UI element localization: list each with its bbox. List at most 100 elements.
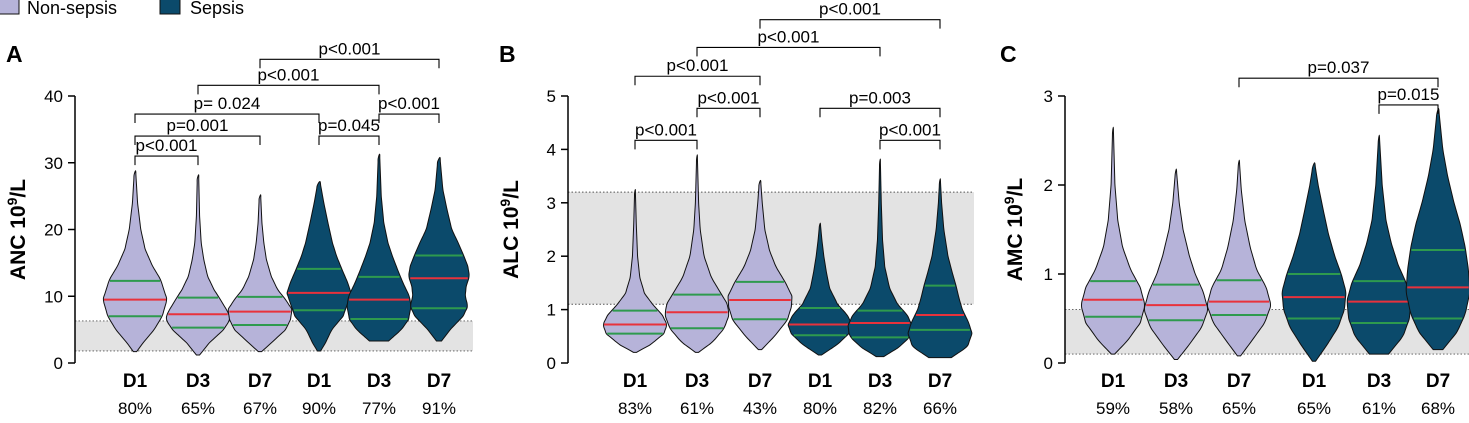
percentage-label: 91% [422, 399, 456, 418]
p-value-label: p<0.001 [378, 94, 440, 113]
violin-sepsis-d1 [787, 222, 853, 356]
p-value-label: p<0.001 [879, 120, 941, 139]
percentage-label: 80% [118, 399, 152, 418]
panel-b: 0 1 2 3 4 5 ALC 109/L B D1 83% D3 61% D7 43% D1 80% D3 82… [497, 0, 974, 418]
panel-c: 0 1 2 3 AMC 109/L C D1 59% D3 58% D7 65% D1 65% D3 61% D… [1000, 41, 1469, 418]
p-value-label: p<0.001 [819, 0, 881, 19]
percentage-label: 90% [302, 399, 336, 418]
p-value-label: p=0.037 [1308, 58, 1370, 77]
violin-non-sepsis-d7 [1207, 159, 1271, 357]
p-value-label: p<0.001 [667, 56, 729, 75]
y-axis-label: AMC 109/L [1001, 178, 1027, 282]
significance-bracket [134, 155, 199, 166]
x-category-label: D1 [307, 371, 332, 392]
significance-bracket [318, 135, 380, 146]
y-tick-label: 1 [1044, 265, 1053, 284]
percentage-label: 43% [743, 399, 777, 418]
y-axis-label-unit: /L [7, 179, 30, 198]
significance-bracket [696, 107, 761, 118]
y-tick-label: 3 [1044, 87, 1053, 106]
y-tick-label: 10 [44, 287, 63, 306]
p-value-label: p=0.045 [318, 116, 380, 135]
significance-bracket [879, 139, 941, 150]
percentage-label: 65% [181, 399, 215, 418]
p-value-label: p<0.001 [258, 65, 320, 84]
violin-non-sepsis-d3 [165, 174, 231, 356]
legend: Non-sepsis Sepsis [0, 0, 244, 18]
p-value-label: p=0.003 [849, 88, 911, 107]
percentage-label: 61% [680, 399, 714, 418]
violin-sepsis-d7 [1405, 107, 1469, 351]
percentage-label: 66% [923, 399, 957, 418]
percentage-label: 58% [1159, 399, 1193, 418]
x-category-label: D3 [868, 371, 892, 392]
significance-bracket [819, 107, 941, 118]
percentage-label: 65% [1297, 399, 1331, 418]
y-axis-label-main: ANC 10 [7, 205, 30, 280]
x-category-label: D1 [1302, 371, 1327, 392]
violin-non-sepsis-d3 [1143, 168, 1209, 360]
percentage-label: 80% [803, 399, 837, 418]
percentage-label: 67% [243, 399, 277, 418]
violin-sepsis-d7 [408, 156, 470, 342]
y-axis-label-unit: /L [500, 180, 523, 199]
p-value-label: p<0.001 [319, 39, 381, 58]
violin-non-sepsis-d1 [1081, 126, 1145, 355]
x-category-label: D7 [1426, 371, 1450, 392]
y-axis-label-sup: 9 [1001, 196, 1017, 204]
percentage-label: 61% [1362, 399, 1396, 418]
significance-bracket [197, 84, 380, 95]
y-axis-label-main: AMC 10 [1004, 204, 1027, 281]
y-tick-label: 20 [44, 221, 63, 240]
x-category-label: D3 [685, 371, 709, 392]
violin-non-sepsis-d7 [727, 179, 793, 351]
p-value-label: p<0.001 [136, 136, 198, 155]
x-category-label: D7 [1227, 371, 1251, 392]
p-value-label: p=0.001 [167, 116, 229, 135]
x-category-label: D1 [623, 371, 648, 392]
violin-sepsis-d3 [1346, 134, 1412, 355]
y-tick-label: 0 [547, 354, 556, 373]
significance-bracket [259, 58, 440, 69]
x-category-label: D7 [928, 371, 952, 392]
violin-non-sepsis-d7 [227, 194, 293, 353]
significance-bracket [1378, 104, 1439, 114]
significance-bracket [378, 113, 440, 124]
x-category-label: D3 [367, 371, 391, 392]
p-value-label: p<0.001 [698, 88, 760, 107]
y-tick-label: 40 [44, 87, 63, 106]
y-tick-label: 5 [547, 87, 556, 106]
y-tick-label: 2 [547, 247, 556, 266]
x-category-label: D1 [123, 371, 148, 392]
significance-bracket [1238, 77, 1439, 88]
significance-bracket [696, 46, 881, 57]
panel-letter: B [499, 41, 516, 67]
violin-non-sepsis-d3 [664, 154, 730, 353]
legend-label-sepsis: Sepsis [190, 0, 244, 18]
violin-sepsis-d1 [1281, 162, 1347, 362]
p-value-label: p= 0.024 [194, 94, 261, 113]
significance-bracket [134, 113, 320, 124]
percentage-label: 59% [1096, 399, 1130, 418]
x-category-label: D7 [427, 371, 451, 392]
x-category-label: D1 [1101, 371, 1126, 392]
y-tick-label: 30 [44, 154, 63, 173]
x-category-label: D7 [748, 371, 772, 392]
violin-sepsis-d3 [346, 153, 412, 342]
percentage-label: 77% [362, 399, 396, 418]
percentage-label: 65% [1222, 399, 1256, 418]
violin-sepsis-d7 [907, 178, 973, 359]
percentage-label: 68% [1421, 399, 1455, 418]
significance-bracket [634, 139, 698, 150]
p-value-label: p<0.001 [758, 27, 820, 46]
legend-item-non-sepsis: Non-sepsis [0, 0, 117, 18]
y-tick-label: 4 [547, 140, 556, 159]
panel-a: 0 10 20 30 40 ANC 109/L A D1 80% D3 65% D7 67% D1 90% D… [4, 39, 473, 418]
panel-letter: C [1000, 41, 1017, 67]
y-tick-label: 3 [547, 194, 556, 213]
p-value-label: p=0.015 [1378, 85, 1440, 104]
percentage-label: 82% [863, 399, 897, 418]
y-axis-label-sup: 9 [4, 197, 20, 205]
x-category-label: D3 [1367, 371, 1391, 392]
